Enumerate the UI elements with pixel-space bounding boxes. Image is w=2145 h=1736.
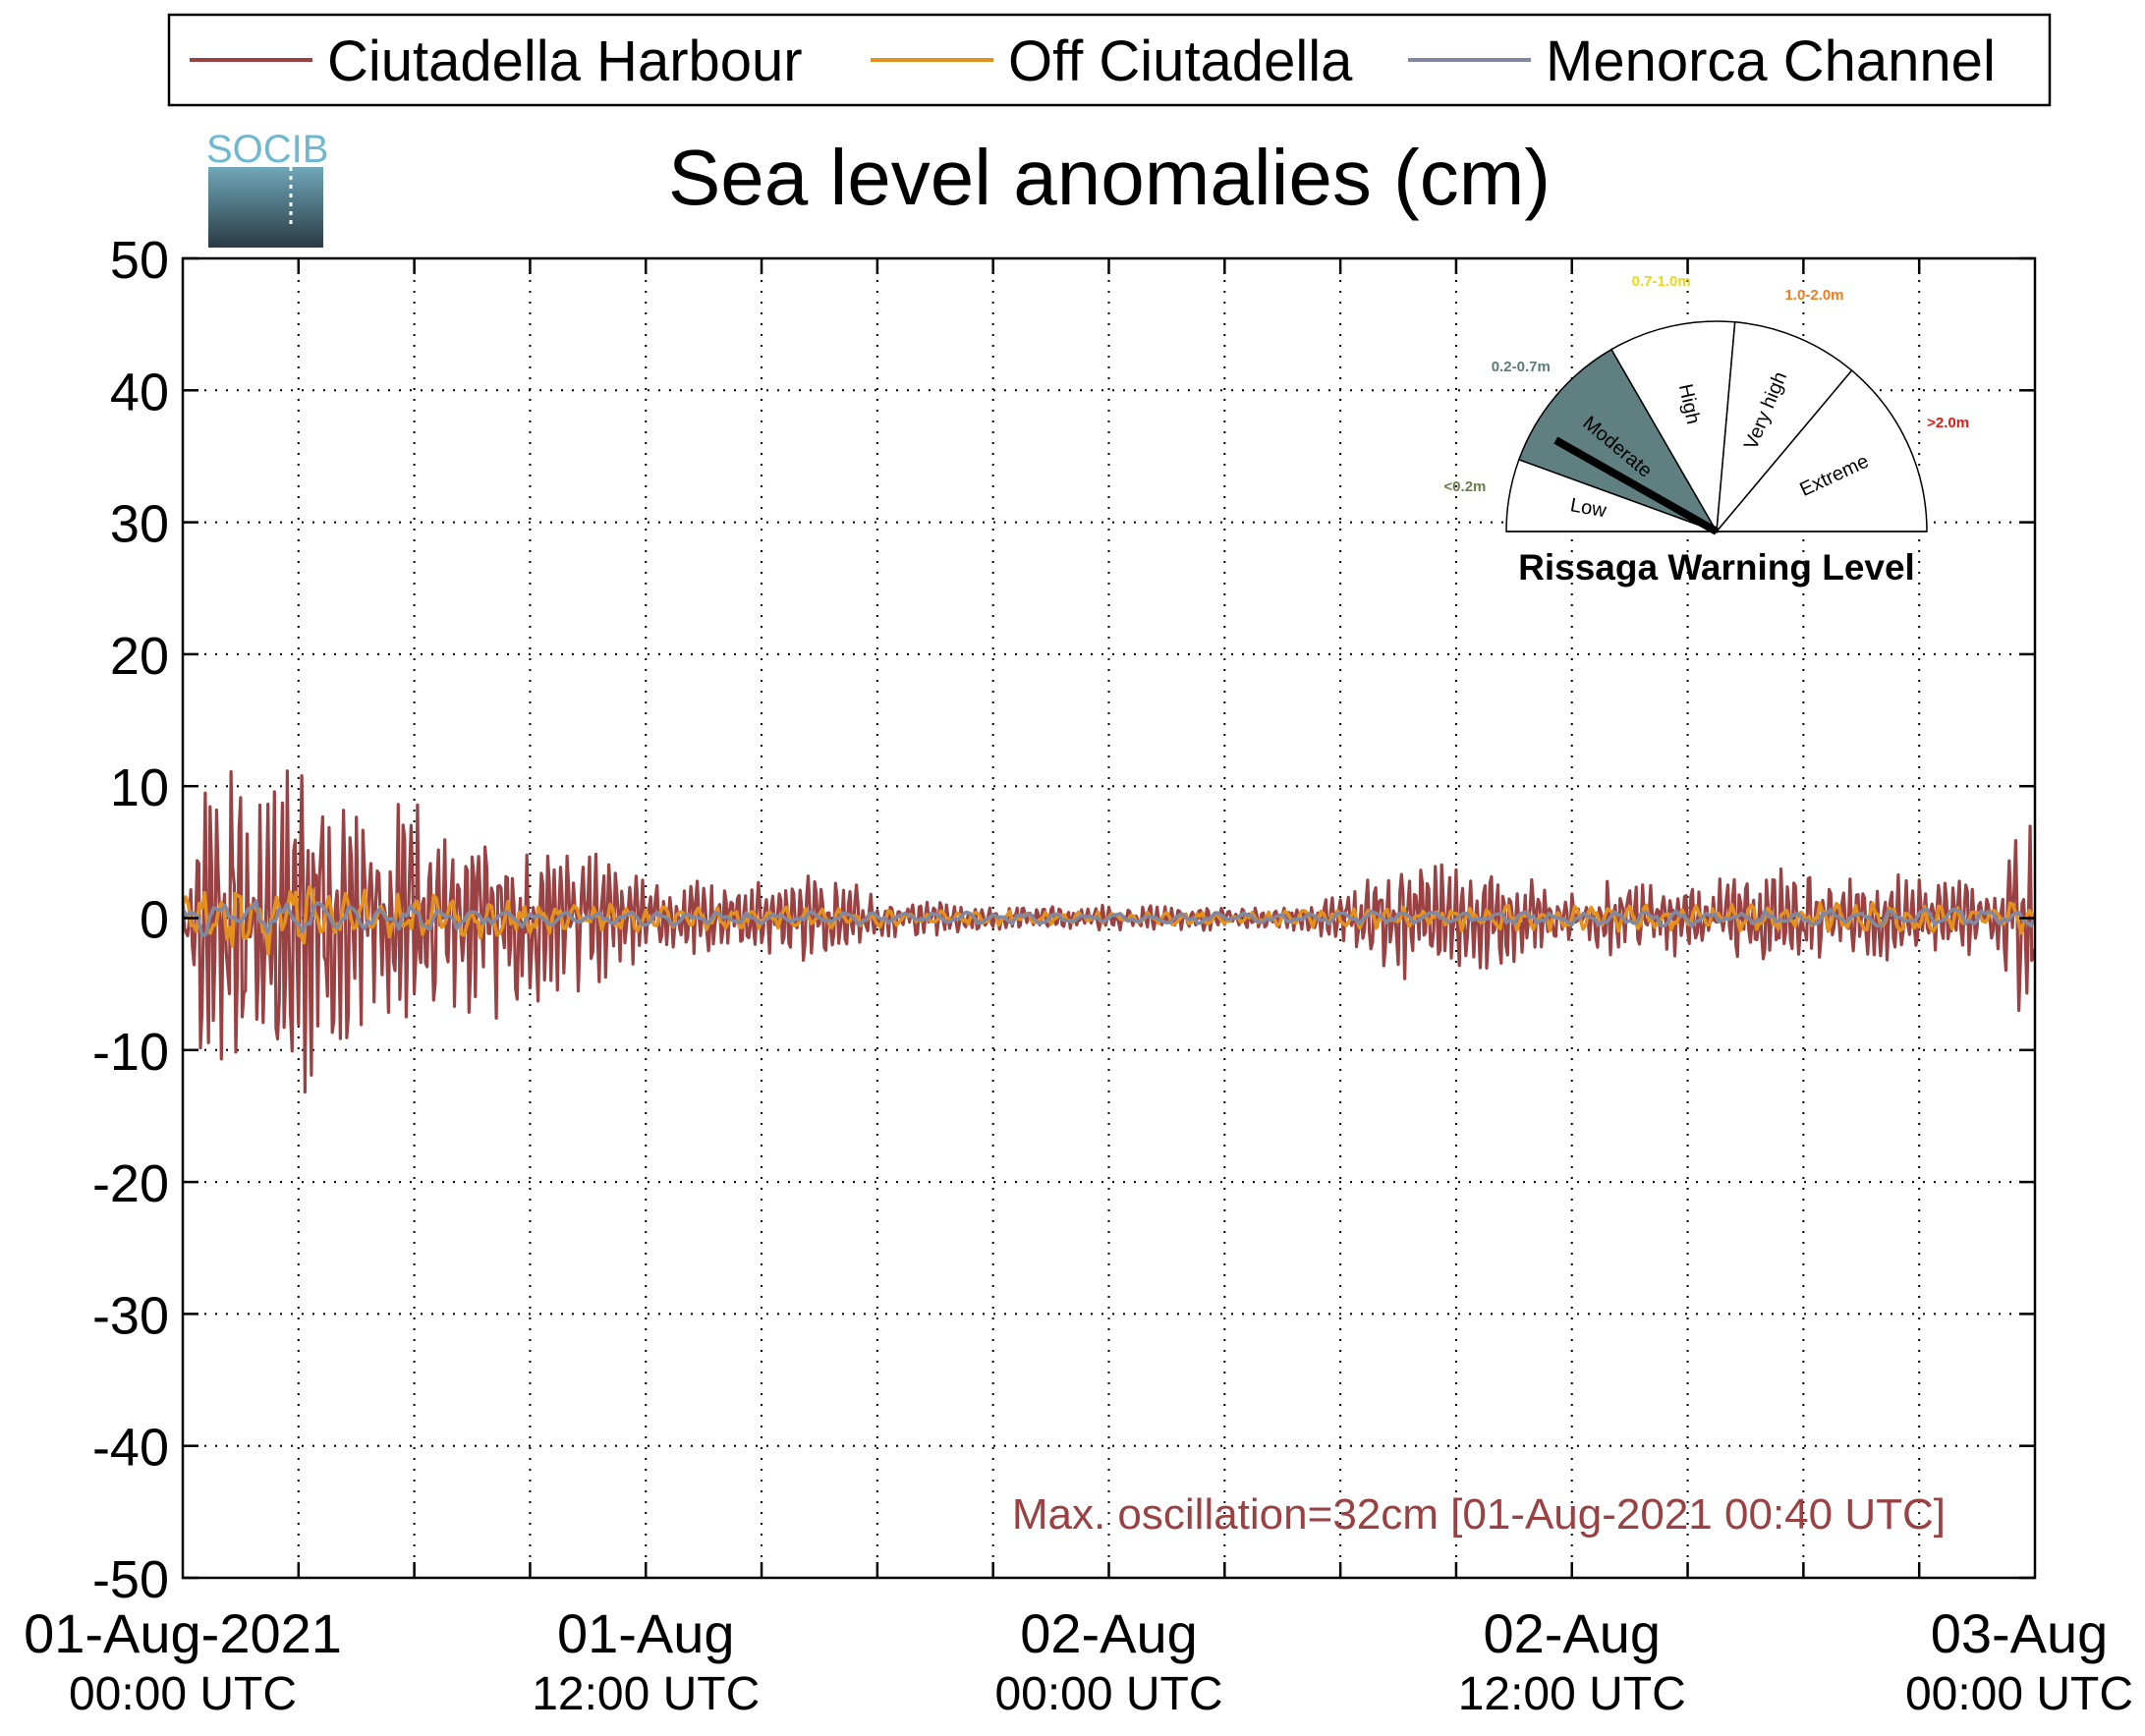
socib-logo-block [208,167,323,248]
y-tick-label: -10 [92,1023,169,1082]
y-tick-label: 0 [140,891,169,950]
legend-entry-menorca-channel: Menorca Channel [1408,29,1996,93]
legend-entry-off-ciutadella: Off Ciutadella [871,29,1353,93]
series-layer [183,769,2035,1094]
gauge-range-label: 0.7-1.0m [1632,273,1691,290]
y-axis-tick-labels: -50 -40 -30 -20 -10 0 10 20 30 40 50 [92,231,169,1609]
series-line-ciutadella-harbour [183,769,2035,1094]
legend-label-off-ciutadella: Off Ciutadella [1008,29,1353,93]
x-tick-label-date: 02-Aug [1020,1602,1198,1664]
gauge-range-labels: <0.2m 0.2-0.7m 0.7-1.0m 1.0-2.0m >2.0m [1443,273,1969,495]
gauge-range-label: >2.0m [1927,415,1969,431]
y-tick-label: -50 [92,1550,169,1609]
legend-label-ciutadella-harbour: Ciutadella Harbour [327,29,803,93]
x-tick-label-time: 00:00 UTC [69,1668,297,1720]
gauge-range-label: 1.0-2.0m [1784,287,1843,304]
gauge-sector-extreme [1715,369,1928,532]
y-tick-label: 50 [110,231,169,290]
y-tick-label: -40 [92,1419,169,1478]
chart-title: Sea level anomalies (cm) [668,134,1551,221]
y-tick-label: 10 [110,758,169,817]
legend-label-menorca-channel: Menorca Channel [1546,29,1996,93]
y-tick-label: 30 [110,495,169,554]
socib-logo-text: SOCIB [206,128,328,171]
x-tick-label-time: 12:00 UTC [532,1668,760,1720]
x-tick-label-time: 00:00 UTC [1905,1668,2133,1720]
gauge-sectors [1505,320,1928,534]
y-tick-label: -20 [92,1154,169,1213]
gauge-sector-moderate [1517,348,1719,533]
x-tick-label-time: 12:00 UTC [1458,1668,1686,1720]
gauge-needle [1553,436,1719,535]
x-tick-label-date: 03-Aug [1931,1602,2109,1664]
x-tick-label-date: 02-Aug [1483,1602,1661,1664]
x-tick-label-date: 01-Aug-2021 [24,1602,342,1664]
max-oscillation-annotation: Max. oscillation=32cm [01-Aug-2021 00:40… [1012,1490,1946,1539]
y-tick-label: 20 [110,627,169,686]
series-line-menorca-channel [183,899,2035,937]
gauge-sector-high [1609,320,1736,534]
socib-logo: SOCIB [206,128,328,248]
gauge-title: Rissaga Warning Level [1518,547,1915,588]
legend: Ciutadella Harbour Off Ciutadella Menorc… [167,13,2052,107]
gauge-range-label: 0.2-0.7m [1492,359,1551,375]
axis-ticks [183,256,2035,1580]
legend-entry-ciutadella-harbour: Ciutadella Harbour [190,29,803,93]
x-tick-label-date: 01-Aug [557,1602,735,1664]
gauge-sector-very-high [1716,320,1853,534]
y-tick-label: 40 [110,363,169,421]
legend-box [167,13,2052,107]
gauge-range-label: <0.2m [1443,478,1486,495]
y-tick-label: -30 [92,1286,169,1345]
x-tick-label-time: 00:00 UTC [994,1668,1222,1720]
